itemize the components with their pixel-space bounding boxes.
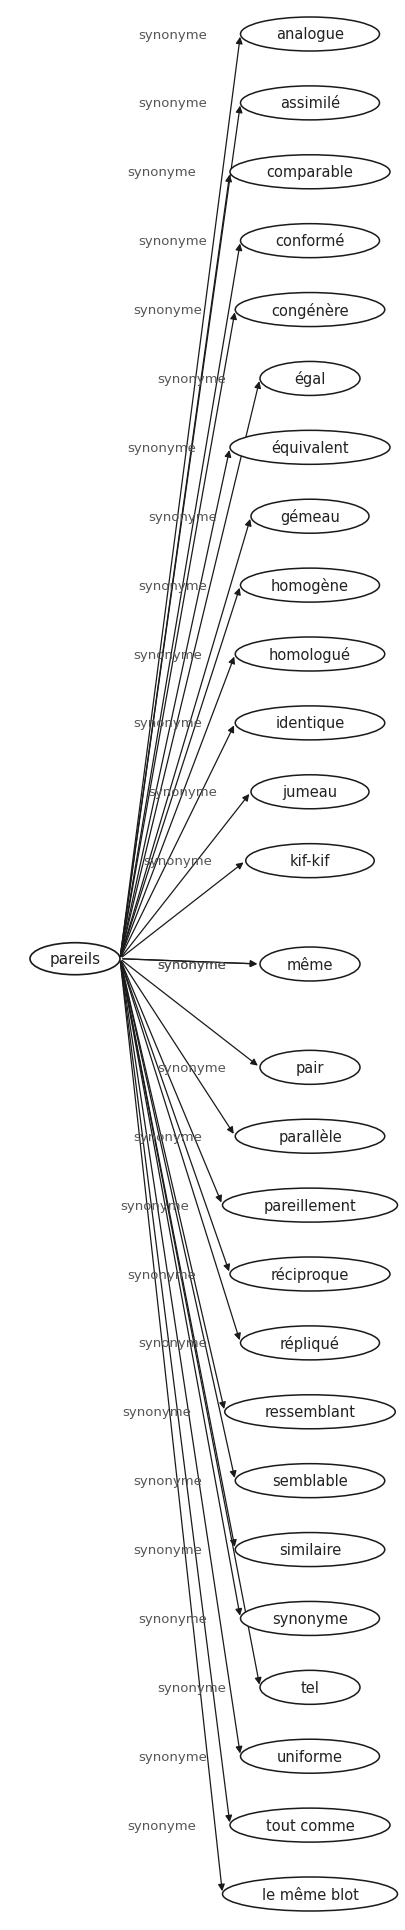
Text: ressemblant: ressemblant	[264, 1405, 355, 1420]
Text: homogène: homogène	[270, 577, 348, 594]
Text: jumeau: jumeau	[282, 786, 337, 799]
Ellipse shape	[230, 156, 389, 189]
Ellipse shape	[230, 1808, 389, 1841]
Text: synonyme: synonyme	[148, 510, 217, 523]
Ellipse shape	[234, 1119, 384, 1154]
Text: synonyme: synonyme	[127, 166, 196, 179]
Text: synonyme: synonyme	[138, 96, 207, 110]
Text: parallèle: parallèle	[277, 1129, 341, 1144]
Text: pareillement: pareillement	[263, 1199, 356, 1212]
Ellipse shape	[250, 500, 368, 535]
Text: analogue: analogue	[275, 27, 343, 42]
Ellipse shape	[234, 1532, 384, 1567]
Text: synonyme: synonyme	[132, 1475, 201, 1488]
Ellipse shape	[240, 1326, 379, 1361]
Text: homologué: homologué	[269, 647, 350, 662]
Ellipse shape	[259, 1050, 359, 1085]
Text: pareils: pareils	[49, 951, 100, 967]
Text: gémeau: gémeau	[279, 510, 339, 525]
Text: synonyme: synonyme	[120, 1199, 188, 1212]
Ellipse shape	[259, 948, 359, 982]
Text: synonyme: synonyme	[157, 1681, 226, 1695]
Ellipse shape	[222, 1878, 396, 1911]
Text: égal: égal	[294, 371, 325, 388]
Text: même: même	[286, 957, 333, 973]
Ellipse shape	[240, 224, 379, 259]
Text: synonyme: synonyme	[148, 786, 217, 799]
Ellipse shape	[250, 776, 368, 809]
Text: congénère: congénère	[271, 303, 348, 318]
Text: synonyme: synonyme	[138, 579, 207, 593]
Text: kif-kif: kif-kif	[289, 853, 329, 869]
Text: synonyme: synonyme	[138, 29, 207, 41]
Text: synonyme: synonyme	[157, 1062, 226, 1075]
Text: pair: pair	[295, 1060, 324, 1075]
Ellipse shape	[240, 1602, 379, 1635]
Text: assimilé: assimilé	[279, 96, 339, 112]
Text: comparable: comparable	[266, 166, 353, 179]
Text: équivalent: équivalent	[271, 440, 348, 455]
Text: synonyme: synonyme	[138, 1612, 207, 1625]
Text: synonyme: synonyme	[138, 1751, 207, 1762]
Text: synonyme: synonyme	[157, 372, 226, 386]
Ellipse shape	[30, 944, 120, 975]
Text: synonyme: synonyme	[127, 1268, 196, 1282]
Ellipse shape	[224, 1395, 394, 1428]
Ellipse shape	[240, 1739, 379, 1774]
Ellipse shape	[259, 1671, 359, 1704]
Text: synonyme: synonyme	[132, 303, 201, 317]
Ellipse shape	[240, 569, 379, 602]
Text: synonyme: synonyme	[132, 1544, 201, 1556]
Text: synonyme: synonyme	[143, 855, 212, 868]
Ellipse shape	[234, 1465, 384, 1498]
Ellipse shape	[240, 17, 379, 52]
Text: synonyme: synonyme	[127, 442, 196, 455]
Ellipse shape	[234, 637, 384, 672]
Ellipse shape	[245, 843, 373, 878]
Text: tout comme: tout comme	[265, 1818, 354, 1834]
Ellipse shape	[230, 1256, 389, 1291]
Text: synonyme: synonyme	[138, 1337, 207, 1349]
Text: réciproque: réciproque	[270, 1266, 348, 1282]
Ellipse shape	[234, 706, 384, 741]
Text: synonyme: synonyme	[157, 957, 226, 971]
Text: le même blot: le même blot	[261, 1886, 358, 1901]
Ellipse shape	[234, 293, 384, 328]
Text: identique: identique	[275, 716, 344, 731]
Text: uniforme: uniforme	[276, 1749, 342, 1764]
Text: conformé: conformé	[275, 234, 344, 249]
Ellipse shape	[230, 430, 389, 465]
Text: synonyme: synonyme	[122, 1405, 191, 1419]
Text: synonyme: synonyme	[132, 718, 201, 730]
Text: synonyme: synonyme	[132, 1131, 201, 1143]
Text: synonyme: synonyme	[271, 1612, 347, 1627]
Text: synonyme: synonyme	[157, 957, 226, 971]
Text: synonyme: synonyme	[127, 1818, 196, 1832]
Ellipse shape	[222, 1189, 396, 1222]
Ellipse shape	[240, 87, 379, 122]
Text: synonyme: synonyme	[132, 648, 201, 662]
Text: tel: tel	[300, 1679, 319, 1695]
Text: semblable: semblable	[271, 1473, 347, 1488]
Text: similaire: similaire	[278, 1542, 340, 1558]
Ellipse shape	[259, 363, 359, 396]
Text: synonyme: synonyme	[138, 235, 207, 249]
Text: répliqué: répliqué	[279, 1336, 339, 1351]
